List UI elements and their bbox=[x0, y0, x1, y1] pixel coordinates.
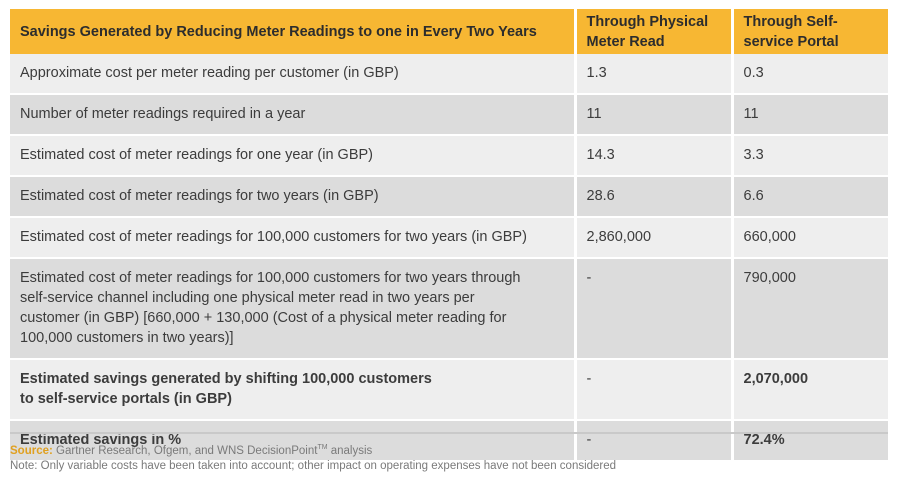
savings-table: Savings Generated by Reducing Meter Read… bbox=[10, 9, 888, 462]
header-self-service-portal: Through Self-service Portal bbox=[732, 9, 888, 54]
trademark-mark: TM bbox=[317, 444, 328, 451]
row-label: Approximate cost per meter reading per c… bbox=[10, 54, 577, 95]
portal-value: 72.4% bbox=[732, 420, 888, 462]
row-label: Estimated savings in % bbox=[10, 420, 577, 462]
table-row: Estimated savings generated by shifting … bbox=[10, 359, 888, 421]
physical-value: 11 bbox=[575, 94, 734, 136]
portal-value: 11 bbox=[732, 94, 888, 136]
physical-value: 14.3 bbox=[575, 135, 734, 177]
portal-value: 2,070,000 bbox=[732, 359, 888, 421]
table-row: Estimated cost of meter readings for one… bbox=[10, 135, 888, 177]
note-line: Note: Only variable costs have been take… bbox=[10, 459, 617, 472]
physical-value: - bbox=[575, 258, 734, 360]
table-row: Estimated cost of meter readings for two… bbox=[10, 176, 888, 218]
portal-value: 0.3 bbox=[732, 54, 888, 95]
table-row: Approximate cost per meter reading per c… bbox=[10, 54, 888, 95]
row-label: Estimated savings generated by shifting … bbox=[10, 359, 577, 421]
row-label: Estimated cost of meter readings for two… bbox=[10, 176, 577, 218]
table-row: Estimated savings in % - 72.4% bbox=[10, 420, 888, 462]
table-footer: Source: Gartner Research, Ofgem, and WNS… bbox=[10, 432, 888, 474]
physical-value: 1.3 bbox=[575, 54, 734, 95]
source-label: Source: bbox=[10, 444, 53, 457]
source-line: Source: Gartner Research, Ofgem, and WNS… bbox=[10, 440, 888, 459]
source-suffix: analysis bbox=[327, 444, 373, 457]
row-label: Number of meter readings required in a y… bbox=[10, 94, 577, 136]
header-physical-meter-read: Through Physical Meter Read bbox=[575, 9, 734, 54]
row-label: Estimated cost of meter readings for 100… bbox=[10, 217, 577, 259]
portal-value: 790,000 bbox=[732, 258, 888, 360]
table-row: Estimated cost of meter readings for 100… bbox=[10, 217, 888, 259]
physical-value: 28.6 bbox=[575, 176, 734, 218]
savings-table-container: Savings Generated by Reducing Meter Read… bbox=[10, 9, 888, 462]
row-label: Estimated cost of meter readings for one… bbox=[10, 135, 577, 177]
source-text: Gartner Research, Ofgem, and WNS Decisio… bbox=[52, 444, 318, 457]
physical-value: 2,860,000 bbox=[575, 217, 734, 259]
table-row: Estimated cost of meter readings for 100… bbox=[10, 258, 888, 360]
portal-value: 6.6 bbox=[732, 176, 888, 218]
physical-value: - bbox=[575, 420, 734, 462]
portal-value: 660,000 bbox=[732, 217, 888, 259]
table-header-row: Savings Generated by Reducing Meter Read… bbox=[10, 9, 888, 54]
portal-value: 3.3 bbox=[732, 135, 888, 177]
table-row: Number of meter readings required in a y… bbox=[10, 94, 888, 136]
header-description: Savings Generated by Reducing Meter Read… bbox=[10, 9, 577, 54]
physical-value: - bbox=[575, 359, 734, 421]
row-label: Estimated cost of meter readings for 100… bbox=[10, 258, 577, 360]
